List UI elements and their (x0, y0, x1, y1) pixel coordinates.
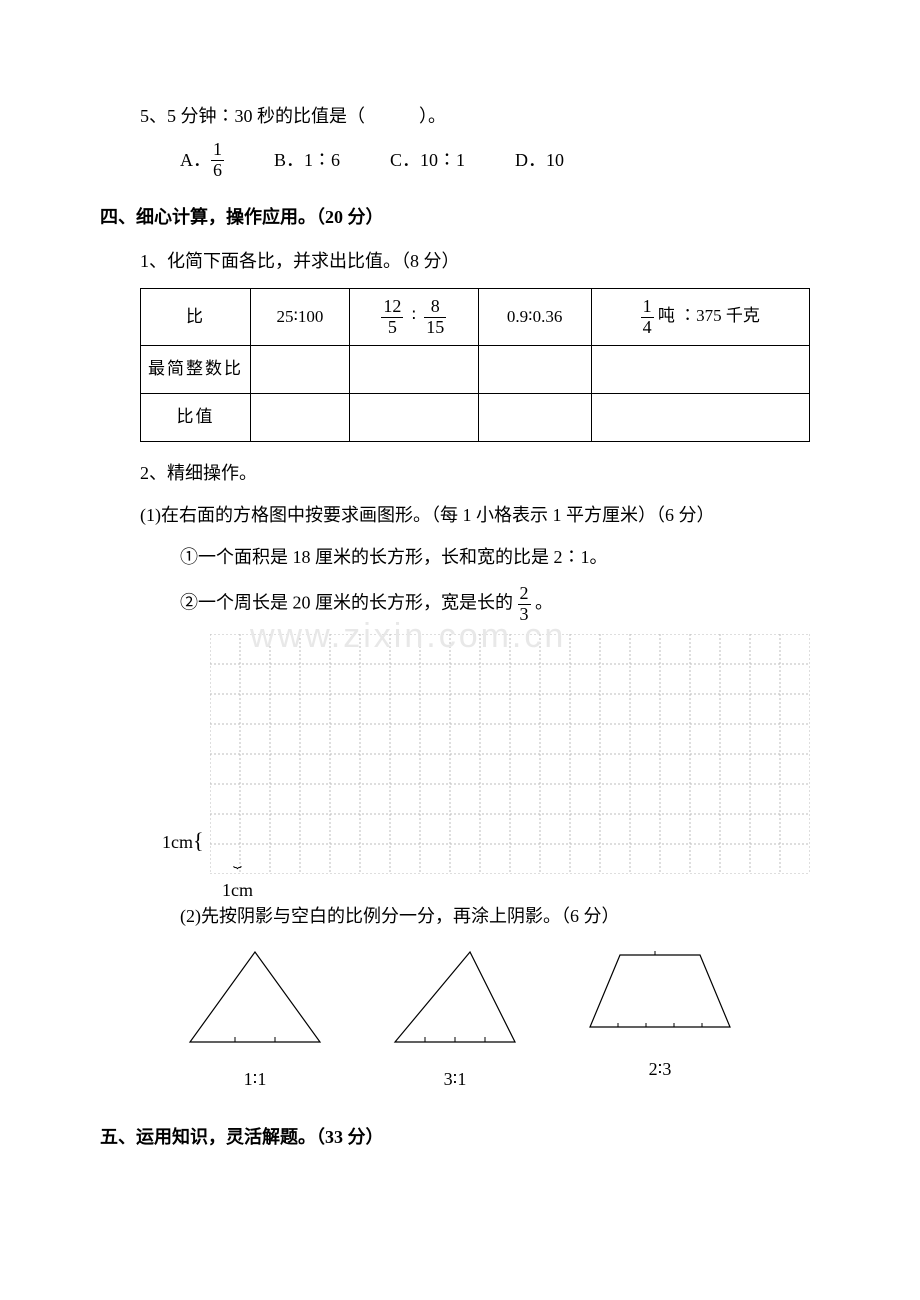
empty-cell (478, 393, 591, 441)
grid-svg (210, 634, 810, 874)
empty-cell (591, 393, 809, 441)
col2-colon: ∶ (412, 306, 416, 325)
shape-label: 3∶1 (385, 1063, 525, 1095)
section5-title: 五、运用知识，灵活解题。（33 分） (100, 1121, 820, 1153)
shapes-row: 1∶1 3∶1 2∶3 (100, 947, 820, 1096)
row-label: 比 (141, 288, 251, 346)
shape-3: 2∶3 (580, 947, 740, 1096)
col2-frac2: 8 15 (424, 297, 446, 338)
p1-b-prefix: ②一个周长是 20 厘米的长方形，宽是长的 (180, 592, 513, 612)
col1-header: 25∶100 (251, 288, 350, 346)
table-row: 比 25∶100 12 5 ∶ 8 15 0.9∶0.36 1 4 吨 ∶375… (141, 288, 810, 346)
q5-option-c: C．10∶1 (390, 144, 465, 176)
s4-q1-text: 1、化简下面各比，并求出比值。（8 分） (140, 245, 820, 277)
shape-1: 1∶1 (180, 947, 330, 1096)
p1-b-suffix: 。 (535, 592, 553, 612)
empty-cell (591, 346, 809, 394)
shape-label: 1∶1 (180, 1063, 330, 1095)
s4-q2-p2: (2)先按阴影与空白的比例分一分，再涂上阴影。（6 分） (180, 900, 820, 932)
bracket-icon: ⏟ (222, 849, 253, 874)
col3-header: 0.9∶0.36 (478, 288, 591, 346)
s4-q2-p1-b: ②一个周长是 20 厘米的长方形，宽是长的 2 3 。 (180, 584, 820, 625)
trapezoid (580, 947, 740, 1037)
q5-text: 5、5 分钟∶30 秒的比值是（ ）。 (140, 100, 820, 132)
shape-label: 2∶3 (580, 1053, 740, 1085)
q5-option-a: A． 1 6 (180, 140, 224, 181)
triangle-isoceles (180, 947, 330, 1047)
triangle-right (385, 947, 525, 1047)
s4-q2-p1-intro: (1)在右面的方格图中按要求画图形。（每 1 小格表示 1 平方厘米）（6 分） (140, 499, 820, 531)
grid-label-left: 1cm{ (162, 821, 204, 861)
row-label: 最简整数比 (141, 346, 251, 394)
q5-a-frac: 1 6 (211, 140, 224, 181)
q5-options: A． 1 6 B．1∶6 C．10∶1 D．10 (180, 140, 820, 181)
table-row: 最简整数比 (141, 346, 810, 394)
empty-cell (349, 393, 478, 441)
section4-title: 四、细心计算，操作应用。（20 分） (100, 201, 820, 233)
col2-header: 12 5 ∶ 8 15 (349, 288, 478, 346)
col4-text: 吨 ∶375 千克 (658, 306, 760, 325)
ratio-table: 比 25∶100 12 5 ∶ 8 15 0.9∶0.36 1 4 吨 ∶375… (140, 288, 810, 442)
row-label: 比值 (141, 393, 251, 441)
s4-q2-p1-a: ①一个面积是 18 厘米的长方形，长和宽的比是 2∶1。 (180, 541, 820, 573)
col2-frac1: 12 5 (381, 297, 403, 338)
table-row: 比值 (141, 393, 810, 441)
empty-cell (251, 393, 350, 441)
grid-label-bottom: ⏟ 1cm (222, 849, 253, 907)
p1-b-frac: 2 3 (518, 584, 531, 625)
col4-frac: 1 4 (641, 297, 654, 338)
q5-option-d: D．10 (515, 144, 564, 176)
col4-header: 1 4 吨 ∶375 千克 (591, 288, 809, 346)
q5-a-prefix: A． (180, 144, 211, 176)
shape-2: 3∶1 (385, 947, 525, 1096)
empty-cell (349, 346, 478, 394)
grid-container: www.zixin.com.cn 1cm{ ⏟ 1cm (210, 634, 820, 884)
brace-left: { (193, 828, 204, 853)
s4-q2-text: 2、精细操作。 (140, 457, 820, 489)
empty-cell (478, 346, 591, 394)
empty-cell (251, 346, 350, 394)
q5-option-b: B．1∶6 (274, 144, 340, 176)
